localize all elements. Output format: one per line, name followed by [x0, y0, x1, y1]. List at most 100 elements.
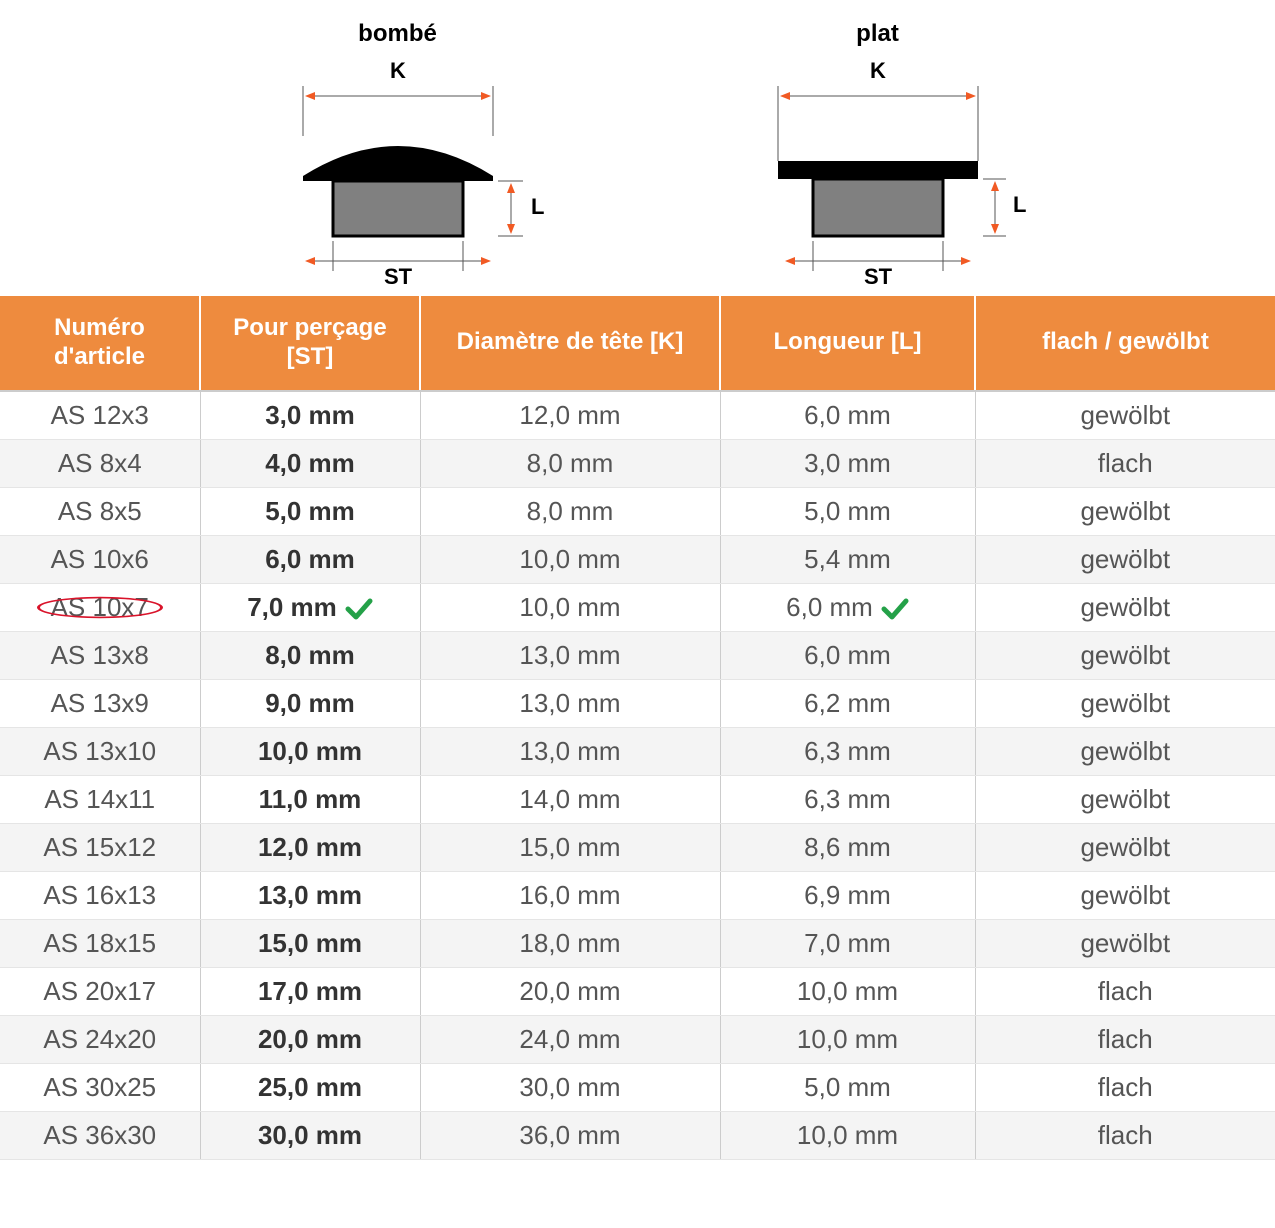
cell-type: gewölbt [975, 583, 1275, 631]
cell-article: AS 13x9 [0, 679, 200, 727]
diagram-title-bombe: bombé [358, 20, 437, 48]
table-row: AS 30x2525,0 mm30,0 mm5,0 mmflach [0, 1063, 1275, 1111]
cell-st: 4,0 mm [200, 439, 420, 487]
cell-article: AS 13x10 [0, 727, 200, 775]
table-row: AS 8x44,0 mm8,0 mm3,0 mmflach [0, 439, 1275, 487]
cell-l: 6,2 mm [720, 679, 975, 727]
cell-k: 13,0 mm [420, 631, 720, 679]
diagram-row: bombé K L [0, 0, 1275, 296]
cell-article: AS 20x17 [0, 967, 200, 1015]
cell-l: 6,3 mm [720, 775, 975, 823]
cell-st: 9,0 mm [200, 679, 420, 727]
cell-k: 16,0 mm [420, 871, 720, 919]
table-row: AS 13x99,0 mm13,0 mm6,2 mmgewölbt [0, 679, 1275, 727]
cell-st: 15,0 mm [200, 919, 420, 967]
cell-article: AS 18x15 [0, 919, 200, 967]
cell-type: gewölbt [975, 727, 1275, 775]
table-row: AS 14x1111,0 mm14,0 mm6,3 mmgewölbt [0, 775, 1275, 823]
cell-st: 17,0 mm [200, 967, 420, 1015]
table-row: AS 15x1212,0 mm15,0 mm8,6 mmgewölbt [0, 823, 1275, 871]
cell-k: 14,0 mm [420, 775, 720, 823]
cell-k: 15,0 mm [420, 823, 720, 871]
diagram-plat: plat K L ST [728, 20, 1028, 286]
cell-st: 3,0 mm [200, 391, 420, 440]
cell-st: 11,0 mm [200, 775, 420, 823]
cell-type: gewölbt [975, 535, 1275, 583]
cell-type: gewölbt [975, 871, 1275, 919]
label-L: L [531, 194, 544, 219]
cell-st: 10,0 mm [200, 727, 420, 775]
diagram-bombe: bombé K L [248, 20, 548, 286]
cell-article: AS 14x11 [0, 775, 200, 823]
cell-article: AS 15x12 [0, 823, 200, 871]
table-row: AS 13x88,0 mm13,0 mm6,0 mmgewölbt [0, 631, 1275, 679]
cell-type: flach [975, 967, 1275, 1015]
cell-type: gewölbt [975, 631, 1275, 679]
cell-st: 7,0 mm [200, 583, 420, 631]
cell-type: flach [975, 1063, 1275, 1111]
col-header-k: Diamètre de tête [K] [420, 296, 720, 391]
cell-type: flach [975, 1111, 1275, 1159]
cell-l: 5,0 mm [720, 1063, 975, 1111]
cell-type: flach [975, 439, 1275, 487]
table-row: AS 12x33,0 mm12,0 mm6,0 mmgewölbt [0, 391, 1275, 440]
cell-st: 13,0 mm [200, 871, 420, 919]
cell-l: 6,3 mm [720, 727, 975, 775]
cell-l: 6,9 mm [720, 871, 975, 919]
cell-st: 25,0 mm [200, 1063, 420, 1111]
cell-k: 36,0 mm [420, 1111, 720, 1159]
cell-type: gewölbt [975, 679, 1275, 727]
cell-l: 10,0 mm [720, 967, 975, 1015]
cell-k: 30,0 mm [420, 1063, 720, 1111]
cell-st: 20,0 mm [200, 1015, 420, 1063]
cell-article: AS 16x13 [0, 871, 200, 919]
cell-type: flach [975, 1015, 1275, 1063]
table-row: AS 10x66,0 mm10,0 mm5,4 mmgewölbt [0, 535, 1275, 583]
label-L: L [1013, 192, 1026, 217]
table-row: AS 20x1717,0 mm20,0 mm10,0 mmflach [0, 967, 1275, 1015]
cell-st: 8,0 mm [200, 631, 420, 679]
cell-k: 13,0 mm [420, 679, 720, 727]
col-header-article: Numéro d'article [0, 296, 200, 391]
cell-l: 7,0 mm [720, 919, 975, 967]
table-row: AS 8x55,0 mm8,0 mm5,0 mmgewölbt [0, 487, 1275, 535]
cell-type: gewölbt [975, 775, 1275, 823]
cell-k: 12,0 mm [420, 391, 720, 440]
cell-article: AS 8x5 [0, 487, 200, 535]
cell-st: 5,0 mm [200, 487, 420, 535]
cell-article: AS 10x7 [0, 583, 200, 631]
cell-k: 8,0 mm [420, 487, 720, 535]
cell-article: AS 30x25 [0, 1063, 200, 1111]
cell-k: 10,0 mm [420, 583, 720, 631]
table-row: AS 13x1010,0 mm13,0 mm6,3 mmgewölbt [0, 727, 1275, 775]
cell-article: AS 36x30 [0, 1111, 200, 1159]
cell-k: 20,0 mm [420, 967, 720, 1015]
cell-st: 30,0 mm [200, 1111, 420, 1159]
cell-l: 6,0 mm [720, 631, 975, 679]
cell-type: gewölbt [975, 391, 1275, 440]
table-row: AS 24x2020,0 mm24,0 mm10,0 mmflach [0, 1015, 1275, 1063]
cell-l: 6,0 mm [720, 391, 975, 440]
cell-k: 13,0 mm [420, 727, 720, 775]
col-header-type: flach / gewölbt [975, 296, 1275, 391]
cell-l: 3,0 mm [720, 439, 975, 487]
check-icon [345, 597, 373, 621]
cell-l: 6,0 mm [720, 583, 975, 631]
diagram-bombe-svg: K L ST [248, 56, 548, 286]
cell-k: 8,0 mm [420, 439, 720, 487]
cell-l: 5,0 mm [720, 487, 975, 535]
label-ST: ST [863, 264, 892, 286]
cell-article: AS 13x8 [0, 631, 200, 679]
cell-k: 24,0 mm [420, 1015, 720, 1063]
table-body: AS 12x33,0 mm12,0 mm6,0 mmgewölbtAS 8x44… [0, 391, 1275, 1160]
cell-l: 5,4 mm [720, 535, 975, 583]
diagram-title-plat: plat [856, 20, 899, 48]
table-row: AS 36x3030,0 mm36,0 mm10,0 mmflach [0, 1111, 1275, 1159]
label-K: K [870, 58, 886, 83]
cell-article: AS 24x20 [0, 1015, 200, 1063]
spec-table: Numéro d'article Pour perçage [ST] Diamè… [0, 296, 1275, 1160]
table-header-row: Numéro d'article Pour perçage [ST] Diamè… [0, 296, 1275, 391]
check-icon [881, 597, 909, 621]
cell-l: 8,6 mm [720, 823, 975, 871]
cell-article: AS 10x6 [0, 535, 200, 583]
